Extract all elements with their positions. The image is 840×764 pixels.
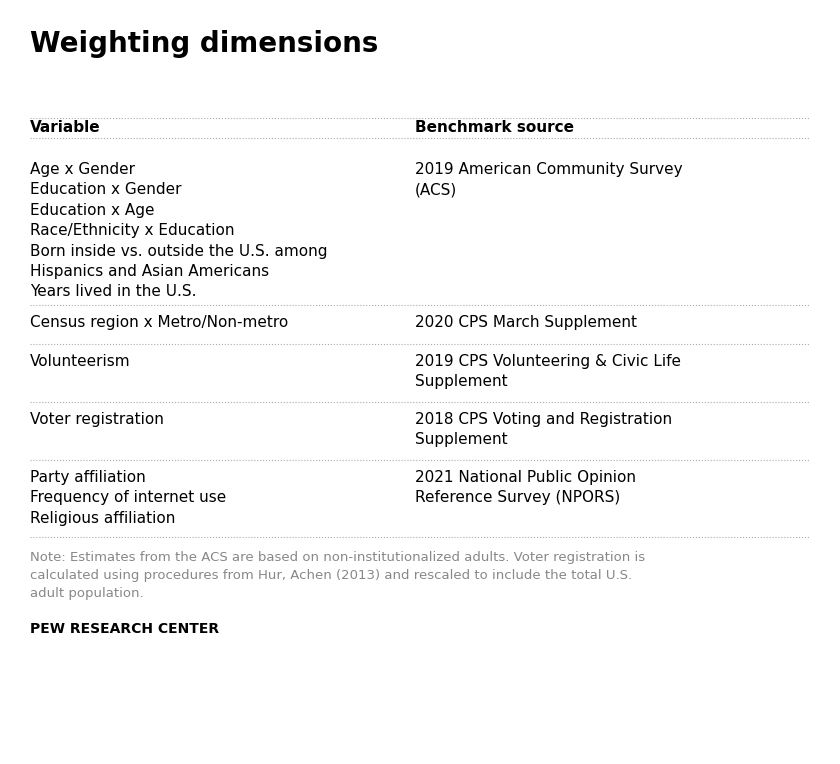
Text: Weighting dimensions: Weighting dimensions <box>30 30 378 58</box>
Text: 2019 American Community Survey
(ACS): 2019 American Community Survey (ACS) <box>415 162 683 197</box>
Text: 2020 CPS March Supplement: 2020 CPS March Supplement <box>415 315 637 330</box>
Text: Benchmark source: Benchmark source <box>415 120 574 135</box>
Text: 2021 National Public Opinion
Reference Survey (NPORS): 2021 National Public Opinion Reference S… <box>415 470 636 506</box>
Text: Voter registration: Voter registration <box>30 412 164 427</box>
Text: Note: Estimates from the ACS are based on non-institutionalized adults. Voter re: Note: Estimates from the ACS are based o… <box>30 551 645 600</box>
Text: 2019 CPS Volunteering & Civic Life
Supplement: 2019 CPS Volunteering & Civic Life Suppl… <box>415 354 681 390</box>
Text: Census region x Metro/Non-metro: Census region x Metro/Non-metro <box>30 315 288 330</box>
Text: Age x Gender
Education x Gender
Education x Age
Race/Ethnicity x Education
Born : Age x Gender Education x Gender Educatio… <box>30 162 328 299</box>
Text: Variable: Variable <box>30 120 101 135</box>
Text: Party affiliation
Frequency of internet use
Religious affiliation: Party affiliation Frequency of internet … <box>30 470 226 526</box>
Text: 2018 CPS Voting and Registration
Supplement: 2018 CPS Voting and Registration Supplem… <box>415 412 672 448</box>
Text: Volunteerism: Volunteerism <box>30 354 131 369</box>
Text: PEW RESEARCH CENTER: PEW RESEARCH CENTER <box>30 622 219 636</box>
